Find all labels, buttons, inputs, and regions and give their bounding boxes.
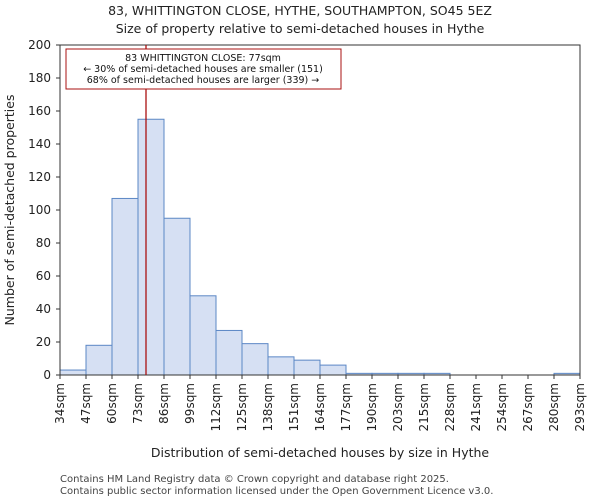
x-tick-label: 215sqm [417, 383, 431, 431]
x-tick-label: 254sqm [495, 383, 509, 431]
y-tick-label: 60 [36, 269, 51, 283]
annotation-border [65, 48, 342, 90]
x-tick-label: 164sqm [313, 383, 327, 431]
annotation-line2: ← 30% of semi-detached houses are smalle… [83, 64, 323, 75]
histogram-bar [241, 343, 269, 376]
histogram-bar [293, 359, 321, 376]
histogram-bar [215, 329, 243, 376]
x-axis-ticks: 34sqm 47sqm 60sqm 73sqm 86sqm 99sqm 112sqm 125s… [53, 375, 587, 431]
y-axis-ticks: 0 20 40 60 80 100 120 140 160 180 200 [28, 38, 60, 382]
y-tick-label: 0 [43, 368, 51, 382]
x-tick-label: 267sqm [521, 383, 535, 431]
x-tick-label: 60sqm [105, 383, 119, 424]
x-tick-label: 138sqm [261, 383, 275, 431]
histogram-bar [137, 118, 165, 376]
chart-title-line1: 83, WHITTINGTON CLOSE, HYTHE, SOUTHAMPTO… [108, 3, 492, 18]
x-tick-label: 47sqm [79, 383, 93, 424]
histogram-bar [163, 217, 191, 376]
x-tick-label: 190sqm [365, 383, 379, 431]
y-tick-label: 20 [36, 335, 51, 349]
y-tick-label: 40 [36, 302, 51, 316]
x-tick-label: 112sqm [209, 383, 223, 431]
y-tick-label: 80 [36, 236, 51, 250]
x-tick-label: 241sqm [469, 383, 483, 431]
annotation-line3: 68% of semi-detached houses are larger (… [87, 75, 320, 86]
y-tick-label: 200 [28, 38, 51, 52]
footer-line1: Contains HM Land Registry data © Crown c… [60, 474, 449, 485]
annotation-line1: 83 WHITTINGTON CLOSE: 77sqm [125, 53, 281, 64]
histogram-bar [319, 364, 347, 376]
histogram-bar [267, 356, 295, 376]
x-tick-label: 99sqm [183, 383, 197, 424]
x-tick-label: 203sqm [391, 383, 405, 431]
chart-title-line2: Size of property relative to semi-detach… [116, 21, 485, 36]
histogram-bar [85, 344, 113, 376]
x-tick-label: 177sqm [339, 383, 353, 431]
x-tick-label: 125sqm [235, 383, 249, 431]
y-axis-label: Number of semi-detached properties [2, 95, 17, 326]
x-tick-label: 151sqm [287, 383, 301, 431]
x-tick-label: 86sqm [157, 383, 171, 424]
bars [59, 118, 581, 376]
x-tick-label: 293sqm [573, 383, 587, 431]
x-tick-label: 280sqm [547, 383, 561, 431]
x-tick-label: 34sqm [53, 383, 67, 424]
x-axis-label: Distribution of semi-detached houses by … [151, 445, 490, 460]
histogram-bar [59, 369, 87, 376]
y-tick-label: 140 [28, 137, 51, 151]
histogram-bar [189, 295, 217, 376]
y-tick-label: 160 [28, 104, 51, 118]
x-tick-label: 228sqm [443, 383, 457, 431]
histogram-bar [111, 197, 139, 376]
footer-line2: Contains public sector information licen… [60, 486, 493, 497]
annotation-box: 83 WHITTINGTON CLOSE: 77sqm ← 30% of sem… [65, 48, 342, 90]
y-tick-label: 120 [28, 170, 51, 184]
y-tick-label: 100 [28, 203, 51, 217]
y-tick-label: 180 [28, 71, 51, 85]
plot-frame [59, 44, 581, 376]
x-tick-label: 73sqm [131, 383, 145, 424]
